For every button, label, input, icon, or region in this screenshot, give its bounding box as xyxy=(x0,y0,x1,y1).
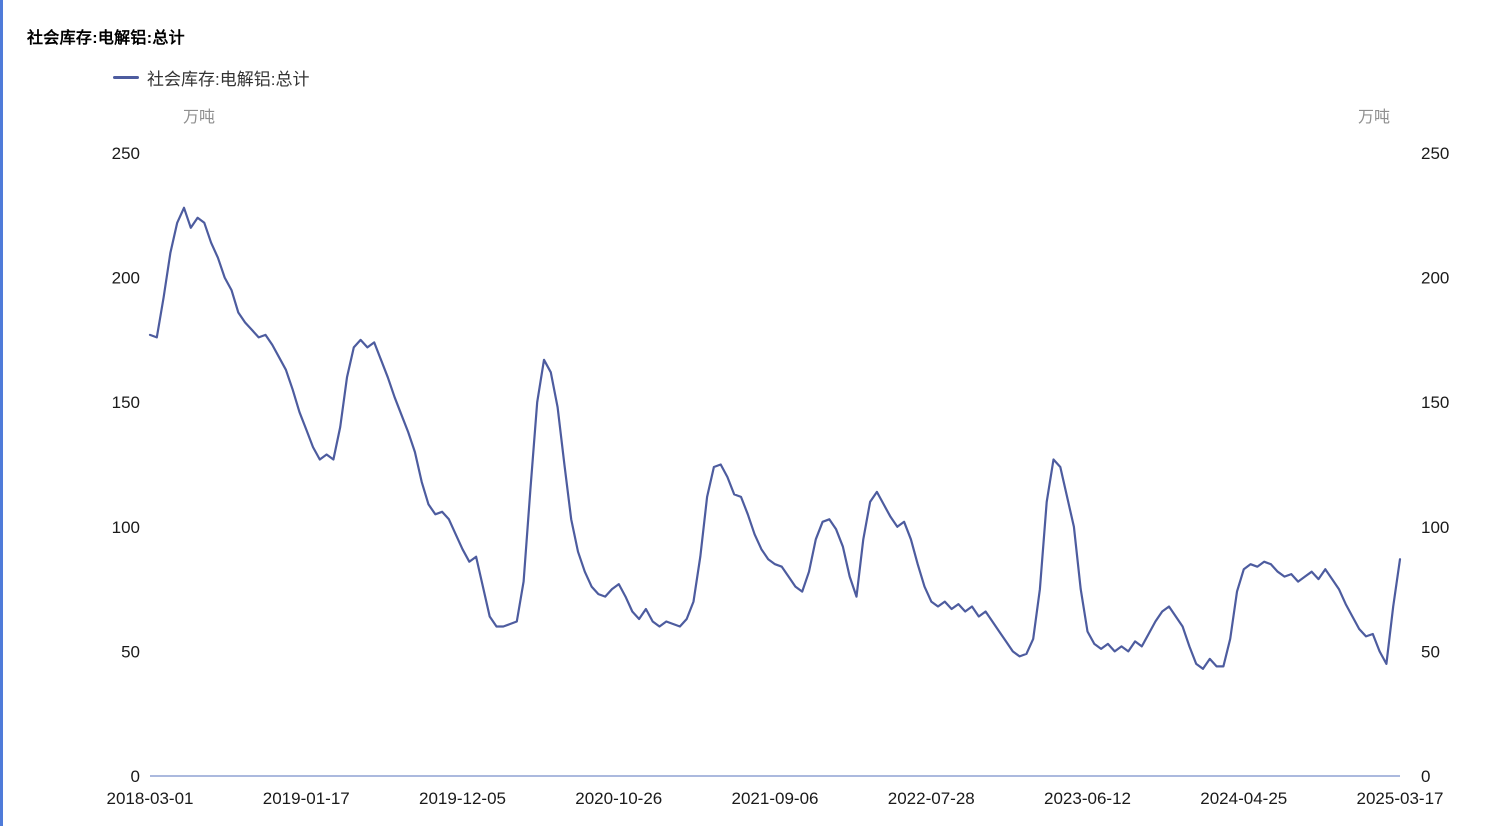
y-tick-left-250: 250 xyxy=(112,144,140,163)
y-tick-right-150: 150 xyxy=(1421,393,1449,412)
x-tick-2019-01-17: 2019-01-17 xyxy=(263,789,350,808)
legend-label: 社会库存:电解铝:总计 xyxy=(147,70,310,89)
x-tick-2025-03-17: 2025-03-17 xyxy=(1357,789,1444,808)
x-tick-2024-04-25: 2024-04-25 xyxy=(1200,789,1287,808)
y-tick-right-0: 0 xyxy=(1421,767,1430,786)
x-tick-2023-06-12: 2023-06-12 xyxy=(1044,789,1131,808)
legend-line-marker xyxy=(113,76,139,79)
y-tick-right-200: 200 xyxy=(1421,269,1449,288)
legend-item[interactable]: 社会库存:电解铝:总计 xyxy=(113,65,309,90)
y-tick-left-50: 50 xyxy=(121,642,140,661)
x-tick-2022-07-28: 2022-07-28 xyxy=(888,789,975,808)
x-tick-2020-10-26: 2020-10-26 xyxy=(575,789,662,808)
y-tick-left-0: 0 xyxy=(131,767,140,786)
left-border-line xyxy=(0,0,3,826)
y-tick-left-200: 200 xyxy=(112,269,140,288)
y-tick-right-250: 250 xyxy=(1421,144,1449,163)
page-title: 社会库存:电解铝:总计 xyxy=(27,30,185,47)
y-tick-right-50: 50 xyxy=(1421,642,1440,661)
y-tick-right-100: 100 xyxy=(1421,518,1449,537)
series-line xyxy=(148,206,1402,670)
x-tick-2018-03-01: 2018-03-01 xyxy=(107,789,194,808)
y-tick-left-100: 100 xyxy=(112,518,140,537)
x-tick-2021-09-06: 2021-09-06 xyxy=(732,789,819,808)
x-tick-2019-12-05: 2019-12-05 xyxy=(419,789,506,808)
y-axis-unit-right: 万吨 xyxy=(1357,109,1390,126)
y-axis-unit-left: 万吨 xyxy=(183,109,216,126)
y-tick-left-150: 150 xyxy=(112,393,140,412)
